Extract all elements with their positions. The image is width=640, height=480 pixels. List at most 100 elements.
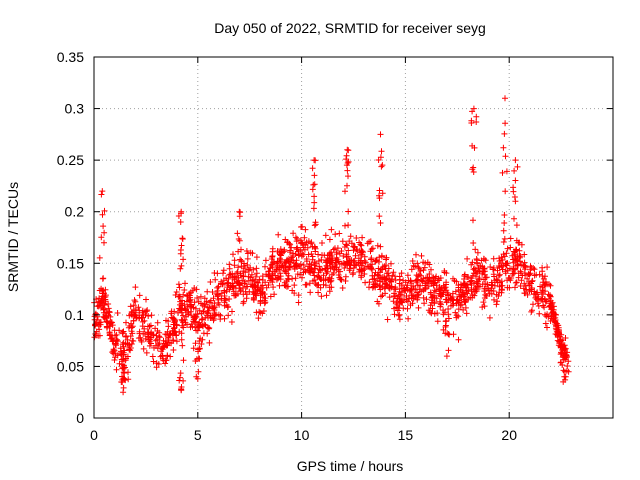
data-point: [362, 279, 369, 286]
data-point: [377, 220, 384, 226]
data-point: [113, 331, 120, 338]
data-point: [513, 279, 520, 286]
data-point: [193, 314, 200, 320]
data-point: [513, 237, 520, 244]
data-point: [541, 281, 547, 288]
data-point: [274, 248, 281, 255]
data-point: [137, 334, 144, 341]
data-point: [123, 319, 129, 326]
data-point: [376, 213, 383, 220]
data-point: [537, 283, 544, 290]
data-point: [105, 305, 112, 312]
data-point: [369, 272, 376, 279]
data-point: [194, 295, 201, 301]
data-point: [536, 310, 543, 317]
data-point: [344, 182, 350, 189]
data-point: [350, 269, 357, 276]
data-point: [409, 258, 416, 264]
data-point: [414, 276, 421, 283]
data-point: [282, 263, 289, 270]
data-point: [395, 292, 402, 299]
data-point: [286, 240, 293, 247]
data-point: [306, 280, 313, 287]
data-point: [562, 373, 569, 380]
data-point: [368, 255, 375, 262]
data-point: [239, 277, 246, 284]
data-point: [168, 310, 175, 317]
data-point: [300, 251, 307, 258]
data-point: [404, 272, 411, 279]
x-axis-label: GPS time / hours: [297, 458, 404, 474]
data-point: [361, 271, 368, 277]
data-point: [393, 299, 400, 306]
data-point: [150, 358, 157, 365]
data-point: [512, 157, 519, 164]
data-point: [312, 219, 319, 226]
data-point: [504, 277, 511, 284]
data-point: [414, 260, 421, 267]
data-point: [327, 259, 334, 266]
data-point: [172, 292, 179, 298]
data-point: [486, 314, 493, 321]
data-point: [282, 236, 289, 243]
data-point: [346, 238, 353, 245]
data-point: [517, 268, 524, 275]
data-point: [98, 285, 105, 292]
data-point: [326, 284, 333, 291]
data-point: [170, 347, 177, 353]
data-point: [246, 267, 252, 274]
data-point: [307, 289, 314, 296]
data-point: [532, 294, 539, 301]
data-point: [127, 347, 134, 354]
y-tick-label: 0.3: [65, 101, 85, 117]
data-point: [488, 290, 495, 297]
data-point: [422, 285, 429, 292]
data-point: [472, 246, 479, 253]
data-point: [500, 239, 507, 245]
data-point: [343, 241, 349, 248]
data-point: [462, 297, 469, 304]
data-point: [285, 283, 292, 290]
data-point: [249, 283, 256, 290]
data-point: [428, 280, 435, 287]
data-point: [539, 264, 546, 271]
data-point: [119, 361, 126, 368]
data-point: [333, 251, 340, 258]
data-point: [311, 222, 318, 229]
data-point: [507, 265, 513, 272]
data-point: [337, 276, 344, 283]
data-point: [188, 301, 195, 308]
data-point: [256, 276, 263, 283]
data-point: [494, 277, 501, 284]
data-point: [529, 307, 535, 314]
data-point: [547, 302, 554, 309]
data-point: [176, 377, 183, 384]
data-point: [153, 360, 160, 367]
data-point: [501, 253, 508, 260]
data-point: [452, 288, 459, 295]
data-point: [140, 345, 147, 352]
data-point: [514, 261, 521, 268]
data-point: [391, 305, 398, 312]
data-point: [463, 287, 470, 294]
data-point: [419, 278, 426, 285]
data-point: [420, 259, 427, 266]
data-point: [390, 269, 397, 276]
data-point: [503, 260, 510, 267]
data-point: [163, 342, 170, 349]
data-point: [205, 325, 212, 332]
data-point: [301, 234, 308, 241]
data-point: [406, 295, 413, 302]
data-point: [130, 338, 137, 344]
data-point: [437, 290, 444, 297]
data-point: [326, 251, 333, 258]
data-point: [520, 285, 527, 292]
data-point: [415, 264, 422, 271]
data-point: [341, 265, 348, 271]
data-point: [501, 235, 508, 242]
data-point: [323, 292, 330, 299]
data-point: [560, 342, 567, 349]
data-point: [259, 273, 266, 280]
data-point: [546, 303, 553, 310]
data-point: [470, 164, 477, 171]
